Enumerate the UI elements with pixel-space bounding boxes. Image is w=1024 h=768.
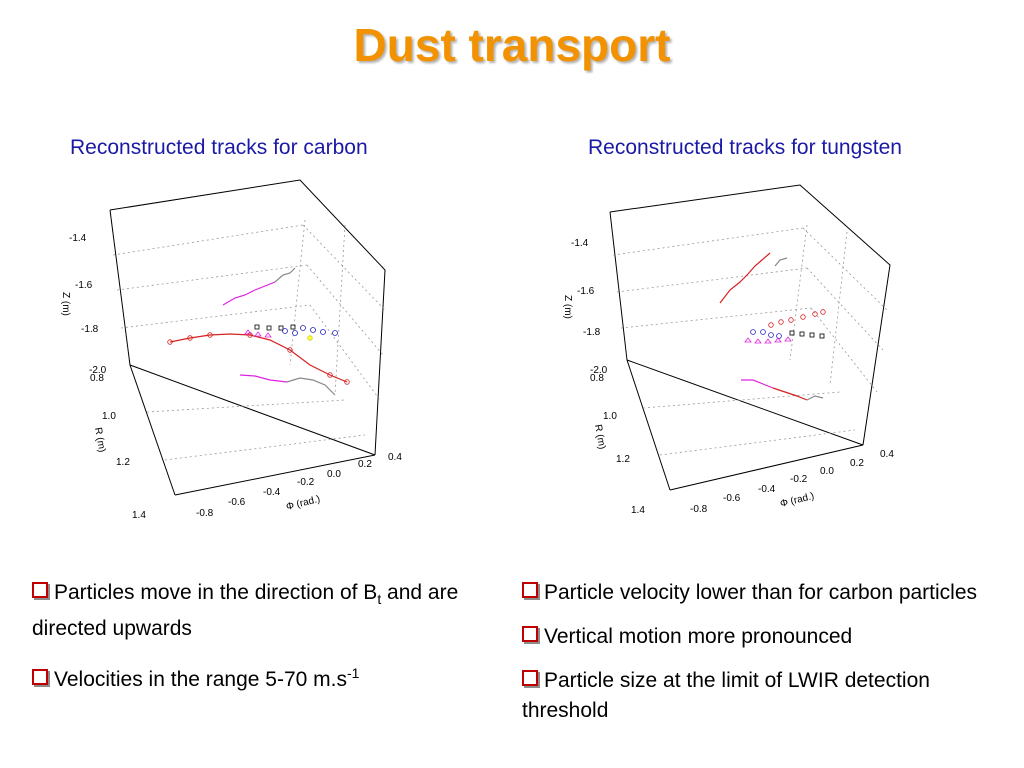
tungsten-3d-plot: -1.4 -1.6 -1.8 -2.0 Z (m) 0.8 1.0 1.2 1.… bbox=[562, 184, 894, 516]
plot-box bbox=[609, 184, 891, 491]
carbon-track-magenta-top bbox=[222, 281, 276, 306]
carbon-bullet-list: Particles move in the direction of Bt an… bbox=[32, 578, 462, 709]
r-tick: 0.8 bbox=[90, 373, 104, 384]
tungsten-track-red-top bbox=[719, 252, 771, 304]
plot-grid bbox=[112, 219, 386, 461]
checkbox-bullet-icon bbox=[522, 582, 538, 598]
phi-tick: -0.8 bbox=[690, 504, 708, 515]
list-item: Particles move in the direction of Bt an… bbox=[32, 581, 459, 641]
phi-tick: -0.4 bbox=[758, 484, 776, 495]
z-tick: -1.4 bbox=[571, 238, 589, 249]
carbon-plot-title: Reconstructed tracks for carbon bbox=[70, 136, 368, 159]
tungsten-bullet-list: Particle velocity lower than for carbon … bbox=[522, 578, 992, 740]
carbon-track-gray-top bbox=[274, 267, 296, 283]
page-title: Dust transport bbox=[353, 19, 671, 71]
plot-grid bbox=[612, 224, 888, 456]
phi-tick: -0.8 bbox=[196, 508, 214, 519]
carbon-track-gray-bottom bbox=[286, 377, 336, 396]
checkbox-bullet-icon bbox=[32, 669, 48, 686]
tungsten-track-red-bottom bbox=[772, 387, 808, 401]
list-item: Vertical motion more pronounced bbox=[522, 622, 992, 652]
phi-tick: -0.6 bbox=[723, 493, 741, 504]
r-tick: 1.2 bbox=[616, 454, 630, 465]
z-tick: -2.0 bbox=[590, 365, 608, 376]
tungsten-tracks bbox=[719, 252, 824, 401]
phi-tick: -0.2 bbox=[790, 474, 808, 485]
phi-tick: 0.4 bbox=[388, 452, 402, 463]
list-item: Particle velocity lower than for carbon … bbox=[522, 578, 992, 608]
tungsten-track-gray-top bbox=[774, 257, 788, 267]
tungsten-axis-labels: -1.4 -1.6 -1.8 -2.0 Z (m) 0.8 1.0 1.2 1.… bbox=[562, 238, 894, 516]
list-item: Velocities in the range 5-70 m.s-1 bbox=[32, 658, 462, 695]
phi-tick: 0.2 bbox=[358, 459, 372, 470]
carbon-track-magenta-bottom bbox=[239, 374, 288, 383]
phi-tick: 0.4 bbox=[880, 449, 894, 460]
phi-tick: 0.0 bbox=[820, 466, 834, 477]
carbon-track-markers bbox=[167, 324, 350, 385]
z-axis-label: Z (m) bbox=[60, 292, 71, 316]
phi-tick: 0.2 bbox=[850, 458, 864, 469]
z-tick: -1.4 bbox=[69, 233, 87, 244]
phi-tick: -0.2 bbox=[297, 477, 315, 488]
tungsten-track-magenta-bottom bbox=[741, 379, 774, 389]
z-tick: -1.8 bbox=[583, 327, 601, 338]
phi-tick: 0.0 bbox=[327, 469, 341, 480]
r-axis-label: R (m) bbox=[592, 424, 607, 451]
phi-axis-label: Φ (rad.) bbox=[779, 491, 815, 510]
checkbox-bullet-icon bbox=[32, 582, 48, 598]
z-axis-label: Z (m) bbox=[562, 295, 573, 319]
phi-tick: -0.6 bbox=[228, 497, 246, 508]
checkbox-bullet-icon bbox=[522, 670, 538, 686]
plot-box bbox=[109, 179, 386, 496]
z-tick: -2.0 bbox=[89, 365, 107, 376]
carbon-track-red bbox=[169, 333, 348, 383]
r-tick: 1.0 bbox=[603, 411, 617, 422]
tungsten-track-markers bbox=[744, 309, 826, 344]
phi-tick: -0.4 bbox=[263, 487, 281, 498]
z-tick: -1.6 bbox=[577, 286, 595, 297]
carbon-axis-labels: -1.4 -1.6 -1.8 -2.0 Z (m) 0.8 1.0 1.2 1.… bbox=[60, 233, 402, 521]
r-axis-label: R (m) bbox=[92, 427, 107, 454]
z-tick: -1.8 bbox=[81, 324, 99, 335]
list-item: Particle size at the limit of LWIR detec… bbox=[522, 669, 930, 722]
z-tick: -1.6 bbox=[75, 280, 93, 291]
carbon-tracks bbox=[169, 267, 348, 396]
r-tick: 0.8 bbox=[590, 373, 604, 384]
r-tick: 1.2 bbox=[116, 457, 130, 468]
carbon-3d-plot: -1.4 -1.6 -1.8 -2.0 Z (m) 0.8 1.0 1.2 1.… bbox=[60, 179, 402, 521]
r-tick: 1.4 bbox=[631, 505, 645, 516]
r-tick: 1.0 bbox=[102, 411, 116, 422]
r-tick: 1.4 bbox=[132, 510, 146, 521]
phi-axis-label: Φ (rad.) bbox=[285, 494, 321, 513]
checkbox-bullet-icon bbox=[522, 626, 538, 642]
tungsten-plot-title: Reconstructed tracks for tungsten bbox=[588, 136, 902, 159]
tungsten-track-gray-bottom bbox=[806, 395, 824, 401]
